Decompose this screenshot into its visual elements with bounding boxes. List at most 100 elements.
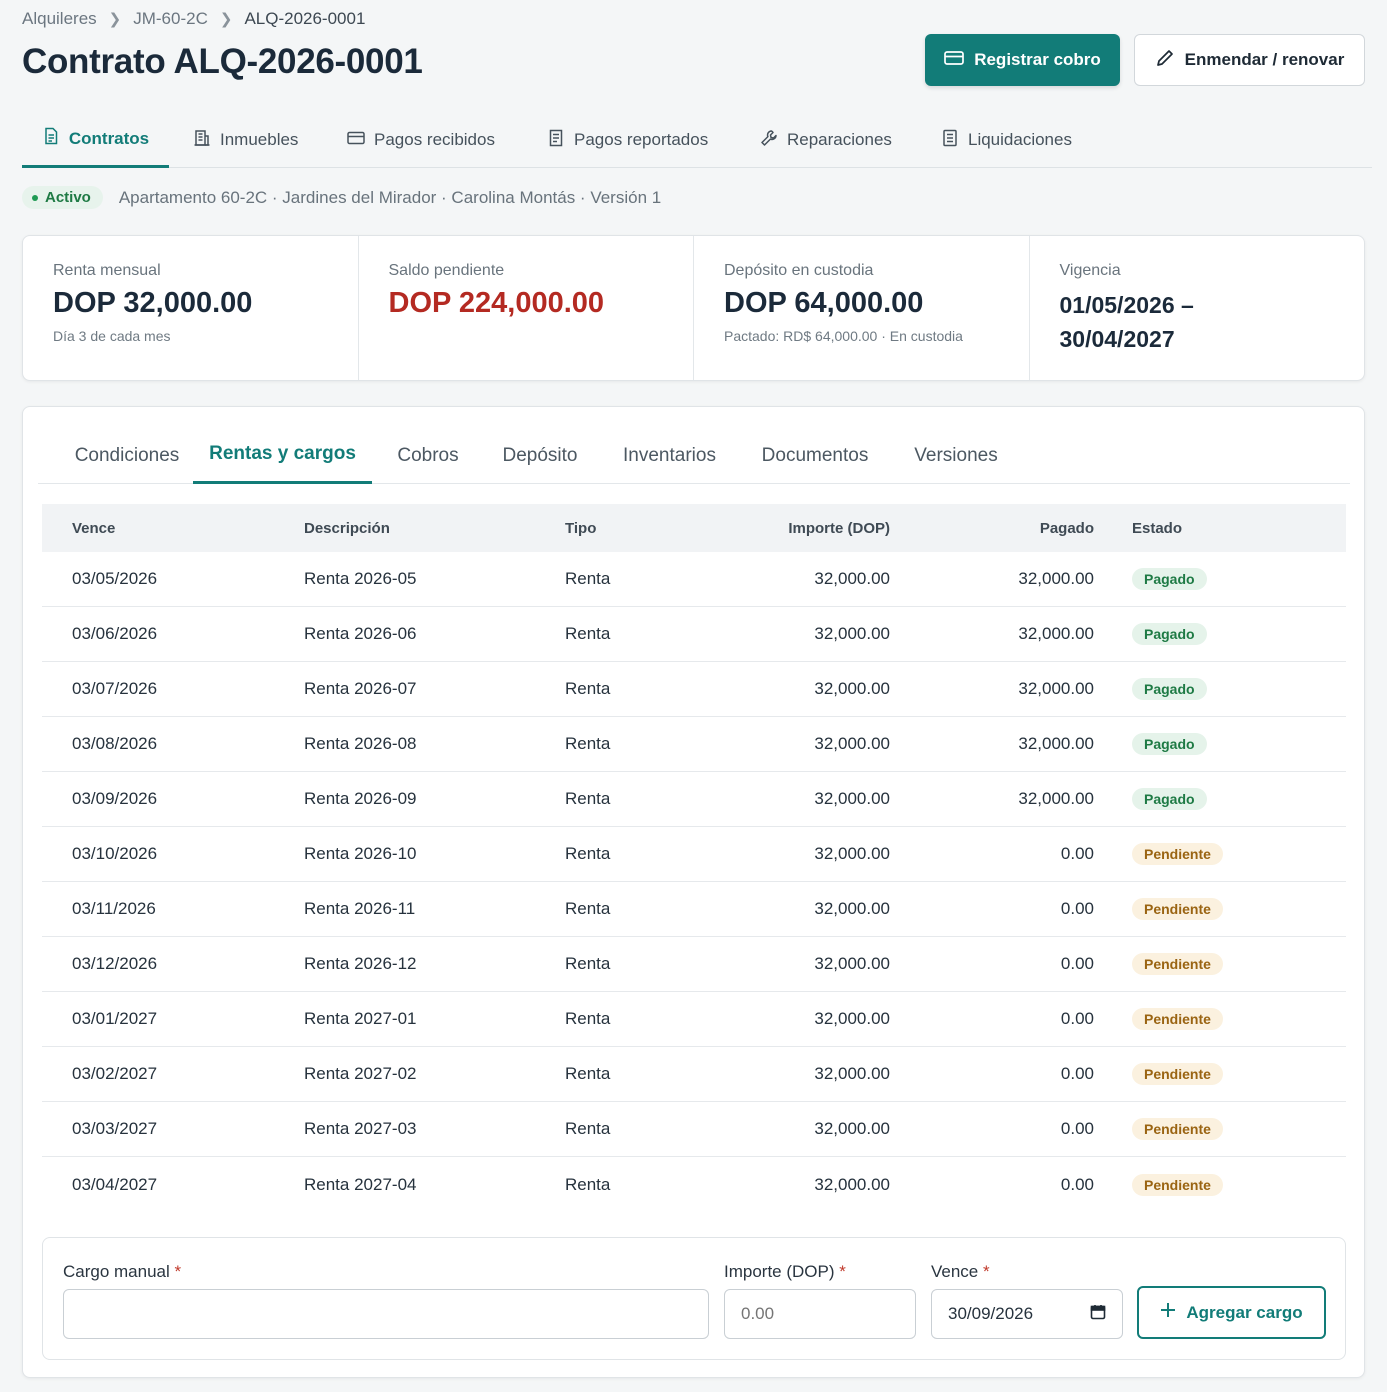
cell-status: Pendiente xyxy=(1094,1157,1223,1212)
table-row[interactable]: 03/07/2026 Renta 2026-07 Renta 32,000.00 32,… xyxy=(42,662,1346,717)
cell-amount: 32,000.00 xyxy=(814,954,890,973)
cell-paid: 0.00 xyxy=(1060,1009,1094,1028)
wrench-icon xyxy=(760,129,778,152)
contract-status-line: Activo Apartamento 60-2C · Jardines del … xyxy=(22,186,661,209)
nav-item-label: Pagos reportados xyxy=(574,130,709,149)
cell-desc: Renta 2026-06 xyxy=(304,624,417,643)
tab-condiciones[interactable]: Condiciones xyxy=(74,444,180,466)
table-row[interactable]: 03/11/2026 Renta 2026-11 Renta 32,000.00 0.0… xyxy=(42,882,1346,937)
cell-paid: 32,000.00 xyxy=(1018,734,1094,753)
cell-type: Renta xyxy=(565,954,611,973)
table-row[interactable]: 03/02/2027 Renta 2027-02 Renta 32,000.00 0.0… xyxy=(42,1047,1346,1102)
amount-label: Importe (DOP) * xyxy=(724,1262,846,1282)
breadcrumb-item-property[interactable]: JM-60-2C xyxy=(133,9,208,28)
status-badge-label: Activo xyxy=(45,189,91,206)
cell-paid: 0.00 xyxy=(1060,1064,1094,1083)
cell-due: 03/07/2026 xyxy=(72,679,158,698)
cell-status: Pagado xyxy=(1094,607,1207,661)
add-charge-label: Agregar cargo xyxy=(1186,1302,1303,1322)
status-pill: Pagado xyxy=(1132,623,1207,645)
table-body: 03/05/2026 Renta 2026-05 Renta 32,000.00 32,… xyxy=(42,552,1346,1212)
tab-rentas-cargos[interactable]: Rentas y cargos xyxy=(193,427,372,484)
table-row[interactable]: 03/05/2026 Renta 2026-05 Renta 32,000.00 32,… xyxy=(42,552,1346,607)
nav-item-pagos-reportados[interactable]: Pagos reportados xyxy=(547,112,708,168)
status-badge: Activo xyxy=(22,186,103,209)
cell-desc: Renta 2026-05 xyxy=(304,569,417,588)
calendar-icon[interactable] xyxy=(1090,1304,1106,1325)
cell-amount: 32,000.00 xyxy=(814,679,890,698)
register-payment-button[interactable]: Registrar cobro xyxy=(925,34,1120,86)
cell-paid: 0.00 xyxy=(1060,1174,1094,1194)
cell-due: 03/10/2026 xyxy=(72,844,158,863)
summary-deposit-sub: Pactado: RD$ 64,000.00 · En custodia xyxy=(724,328,963,344)
tab-inventarios[interactable]: Inventarios xyxy=(623,444,716,466)
nav-item-liquidaciones[interactable]: Liquidaciones xyxy=(941,112,1072,168)
cell-desc: Renta 2026-07 xyxy=(304,679,417,698)
table-row[interactable]: 03/04/2027 Renta 2027-04 Renta 32,000.00 0.0… xyxy=(42,1157,1346,1212)
cell-desc: Renta 2026-11 xyxy=(304,899,416,918)
header-desc[interactable]: Descripción xyxy=(304,519,390,537)
tab-cobros[interactable]: Cobros xyxy=(397,444,459,466)
receipt-icon xyxy=(547,129,565,152)
cell-due: 03/08/2026 xyxy=(72,734,158,753)
cell-amount: 32,000.00 xyxy=(814,569,890,588)
cell-type: Renta xyxy=(565,624,611,643)
summary-rent: Renta mensual DOP 32,000.00 Día 3 de cad… xyxy=(23,236,359,380)
table-row[interactable]: 03/08/2026 Renta 2026-08 Renta 32,000.00 32,… xyxy=(42,717,1346,772)
cell-status: Pendiente xyxy=(1094,1047,1223,1101)
header-paid[interactable]: Pagado xyxy=(1039,519,1094,537)
nav-item-pagos-recibidos[interactable]: Pagos recibidos xyxy=(347,112,495,168)
table-row[interactable]: 03/12/2026 Renta 2026-12 Renta 32,000.00 0.0… xyxy=(42,937,1346,992)
header-type[interactable]: Tipo xyxy=(565,519,597,537)
chevron-right-icon: ❯ xyxy=(219,11,233,28)
cell-paid: 32,000.00 xyxy=(1018,624,1094,643)
document-icon xyxy=(42,127,60,150)
summary-balance-value: DOP 224,000.00 xyxy=(388,287,605,319)
required-mark: * xyxy=(983,1262,990,1281)
tab-versiones[interactable]: Versiones xyxy=(914,444,998,466)
cell-type: Renta xyxy=(565,734,611,753)
add-charge-button[interactable]: Agregar cargo xyxy=(1137,1286,1326,1339)
cell-type: Renta xyxy=(565,789,611,808)
table-row[interactable]: 03/09/2026 Renta 2026-09 Renta 32,000.00 32,… xyxy=(42,772,1346,827)
cell-status: Pendiente xyxy=(1094,882,1223,936)
table-row[interactable]: 03/03/2027 Renta 2027-03 Renta 32,000.00 0.0… xyxy=(42,1102,1346,1157)
cell-type: Renta xyxy=(565,1174,611,1194)
nav-item-inmuebles[interactable]: Inmuebles xyxy=(193,112,298,168)
cell-desc: Renta 2026-12 xyxy=(304,954,417,973)
summary-card: Renta mensual DOP 32,000.00 Día 3 de cad… xyxy=(22,235,1365,381)
header-amount[interactable]: Importe (DOP) xyxy=(788,519,890,537)
cell-status: Pagado xyxy=(1094,772,1207,826)
manual-charge-form: Cargo manual * Importe (DOP) * Vence * 3… xyxy=(42,1237,1346,1360)
cell-amount: 32,000.00 xyxy=(814,899,890,918)
nav-item-contratos[interactable]: Contratos xyxy=(22,112,169,168)
due-date-input[interactable]: 30/09/2026 xyxy=(931,1289,1123,1339)
table-row[interactable]: 03/01/2027 Renta 2027-01 Renta 32,000.00 0.0… xyxy=(42,992,1346,1047)
tab-deposito[interactable]: Depósito xyxy=(502,444,578,466)
plus-icon xyxy=(1160,1302,1176,1323)
card-icon xyxy=(944,50,965,71)
cell-amount: 32,000.00 xyxy=(814,624,890,643)
cell-due: 03/02/2027 xyxy=(72,1064,158,1083)
header-due[interactable]: Vence xyxy=(72,519,116,537)
amend-renew-button[interactable]: Enmendar / renovar xyxy=(1134,34,1365,86)
nav-item-reparaciones[interactable]: Reparaciones xyxy=(760,112,892,168)
status-pill: Pendiente xyxy=(1132,1173,1223,1196)
cell-amount: 32,000.00 xyxy=(814,789,890,808)
detail-tabs: Condiciones Rentas y cargos Cobros Depós… xyxy=(38,427,1350,484)
cell-amount: 32,000.00 xyxy=(814,1009,890,1028)
tab-documentos[interactable]: Documentos xyxy=(761,444,869,466)
list-document-icon xyxy=(941,129,959,152)
cell-status: Pendiente xyxy=(1094,937,1223,991)
header-status[interactable]: Estado xyxy=(1132,519,1183,537)
charge-description-input[interactable] xyxy=(63,1289,709,1339)
table-row[interactable]: 03/10/2026 Renta 2026-10 Renta 32,000.00 0.0… xyxy=(42,827,1346,882)
amount-input[interactable] xyxy=(724,1289,916,1339)
nav-item-label: Liquidaciones xyxy=(968,130,1072,149)
contract-description: Apartamento 60-2C · Jardines del Mirador… xyxy=(118,187,662,207)
cell-due: 03/11/2026 xyxy=(72,899,156,918)
breadcrumb-item-alquileres[interactable]: Alquileres xyxy=(22,9,97,28)
table-row[interactable]: 03/06/2026 Renta 2026-06 Renta 32,000.00 32,… xyxy=(42,607,1346,662)
summary-rent-value: DOP 32,000.00 xyxy=(53,287,253,319)
cell-type: Renta xyxy=(565,679,611,698)
